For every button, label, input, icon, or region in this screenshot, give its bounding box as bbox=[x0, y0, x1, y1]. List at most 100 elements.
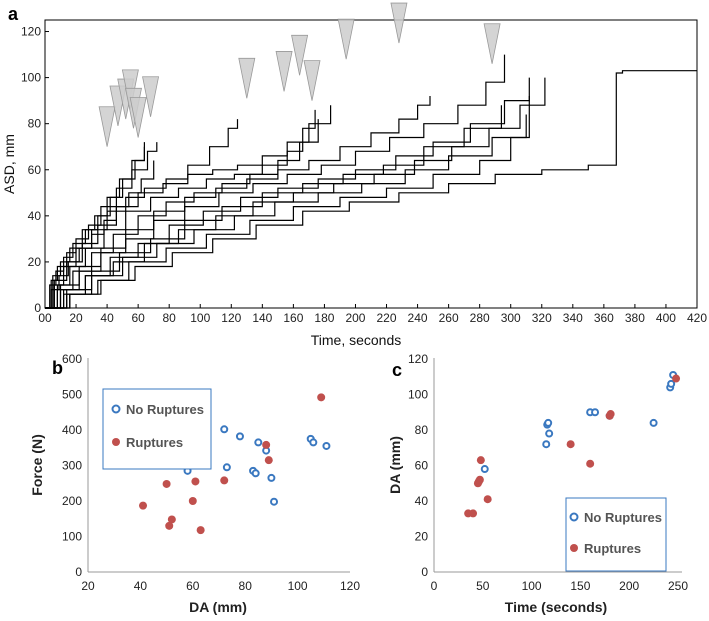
panel-a-x-tick-label: 60 bbox=[131, 311, 145, 325]
panel-a-x-tick-label: 20 bbox=[69, 311, 83, 325]
panel-a-x-tick-label: 180 bbox=[314, 311, 334, 325]
panel-a-series-line bbox=[45, 109, 316, 309]
panel-c-point-rupture bbox=[469, 509, 478, 518]
panel-a-triangle-marker bbox=[291, 34, 309, 76]
panel-b-y-tick-label: 0 bbox=[75, 565, 82, 579]
panel-b-x-axis-label: DA (mm) bbox=[189, 599, 247, 615]
panel-a-x-tick-label: 120 bbox=[221, 311, 241, 325]
panel-b-y-tick-labels: 0 100 200 300 400 500 600 bbox=[62, 352, 82, 579]
panel-a-x-tick-label: 240 bbox=[408, 311, 428, 325]
panel-a-y-tick-label: 80 bbox=[28, 117, 42, 131]
panel-b-x-tick-labels: 20 40 60 80 100 120 bbox=[81, 579, 360, 593]
panel-c-x-tick-label: 200 bbox=[619, 579, 639, 593]
panel-a-x-tick-label: 200 bbox=[345, 311, 365, 325]
panel-b-y-tick-label: 100 bbox=[62, 530, 82, 544]
panel-c-y-tick-label: 80 bbox=[415, 423, 429, 437]
panel-a-y-tick-labels: 0 20 40 60 80 100 120 bbox=[21, 25, 41, 315]
panel-b-point-no-rupture bbox=[322, 441, 331, 450]
panel-a-series-line bbox=[45, 142, 145, 309]
panel-c-y-tick-label: 60 bbox=[415, 459, 429, 473]
panel-a-x-tick-label: 320 bbox=[532, 311, 552, 325]
panel-b-x-tick-label: 120 bbox=[340, 579, 360, 593]
panel-b-point-rupture bbox=[191, 477, 200, 486]
panel-a-plot-frame bbox=[44, 19, 698, 309]
panel-b-point-no-rupture bbox=[222, 463, 231, 472]
panel-b-x-tick-label: 100 bbox=[288, 579, 308, 593]
panel-b-legend-no-ruptures-marker bbox=[111, 404, 121, 414]
panel-a-triangle-marker bbox=[238, 57, 256, 99]
panel-a-series-line bbox=[45, 119, 239, 309]
panel-b-x-tick-label: 40 bbox=[134, 579, 148, 593]
panel-b-y-tick-label: 500 bbox=[62, 388, 82, 402]
panel-a-series-line bbox=[45, 119, 319, 309]
panel-c-point-rupture bbox=[476, 456, 485, 465]
panel-c-x-tick-label: 0 bbox=[431, 579, 438, 593]
panel-a-x-tick-label: 260 bbox=[439, 311, 459, 325]
panel-c-y-tick-labels: 0 20 40 60 80 100 120 bbox=[408, 352, 428, 579]
panel-c-x-tick-labels: 0 50 100 150 200 250 bbox=[431, 579, 689, 593]
panel-b-point-rupture bbox=[264, 456, 273, 465]
panel-b-point-no-rupture bbox=[270, 497, 279, 506]
panel-a-triangle-marker bbox=[98, 106, 116, 147]
panel-c-label: c bbox=[392, 360, 402, 380]
panel-c-x-axis-label: Time (seconds) bbox=[505, 599, 607, 615]
panel-c-point-rupture bbox=[606, 410, 615, 419]
panel-a-y-tick-label: 100 bbox=[21, 71, 41, 85]
panel-b-point-no-rupture bbox=[309, 438, 318, 447]
panel-b-point-rupture bbox=[220, 476, 229, 485]
panel-a-y-axis-label: ASD, mm bbox=[1, 134, 17, 194]
panel-b-x-tick-label: 80 bbox=[239, 579, 253, 593]
panel-a-x-tick-label: 360 bbox=[594, 311, 614, 325]
panel-c-y-tick-label: 120 bbox=[408, 352, 428, 366]
panel-b-point-rupture bbox=[139, 501, 148, 510]
panel-a-x-tick-label: 220 bbox=[377, 311, 397, 325]
panel-c-point-no-rupture bbox=[542, 440, 551, 449]
panel-b-point-rupture bbox=[162, 479, 171, 488]
panel-b-legend bbox=[102, 388, 212, 470]
panel-b-point-no-rupture bbox=[267, 473, 276, 482]
panel-c-legend-ruptures-label: Ruptures bbox=[584, 541, 641, 556]
panel-b-y-tick-label: 300 bbox=[62, 459, 82, 473]
panel-b-label: b bbox=[52, 358, 63, 378]
panel-a-x-tick-label: 160 bbox=[283, 311, 303, 325]
panel-b-point-rupture bbox=[167, 515, 176, 524]
panel-c-legend-ruptures-marker bbox=[570, 544, 578, 552]
panel-a-label: a bbox=[8, 4, 19, 24]
panel-a-x-tick-label: 340 bbox=[563, 311, 583, 325]
panel-c-legend bbox=[565, 497, 667, 572]
panel-a-x-tick-label: 420 bbox=[687, 311, 707, 325]
panel-c-point-no-rupture bbox=[649, 418, 658, 427]
panel-a-series bbox=[45, 54, 697, 309]
panel-b-y-axis-label: Force (N) bbox=[29, 434, 45, 495]
panel-a-y-tick-label: 40 bbox=[28, 209, 42, 223]
panel-c-x-tick-label: 250 bbox=[668, 579, 688, 593]
panel-a-x-tick-label: 400 bbox=[656, 311, 676, 325]
panel-b-y-tick-label: 200 bbox=[62, 494, 82, 508]
panel-c-point-no-rupture bbox=[544, 418, 553, 427]
panel-a-x-tick-label: 380 bbox=[625, 311, 645, 325]
panel-c-y-tick-label: 0 bbox=[421, 565, 428, 579]
panel-b-point-rupture bbox=[188, 497, 197, 505]
panel-a-series-line bbox=[45, 105, 502, 309]
panel-a-x-tick-labels: 00 20 40 60 80 100 120 140 160 180 200 220 240 260 280… bbox=[38, 311, 707, 325]
panel-b-point-no-rupture bbox=[220, 425, 229, 434]
panel-a-series-line bbox=[45, 70, 697, 309]
panel-b-point-rupture bbox=[196, 526, 205, 535]
panel-a-y-tick-label: 120 bbox=[21, 25, 41, 39]
panel-c-y-axis-label: DA (mm) bbox=[387, 436, 403, 494]
panel-a-markers bbox=[98, 2, 501, 147]
panel-a-x-axis-label: Time, seconds bbox=[311, 332, 402, 348]
panel-c-point-no-rupture bbox=[480, 465, 489, 474]
panel-a-triangle-marker bbox=[483, 23, 501, 64]
panel-b-x-tick-label: 60 bbox=[186, 579, 200, 593]
panel-b-point-no-rupture bbox=[235, 432, 244, 441]
panel-c-legend-no-ruptures-marker bbox=[569, 512, 579, 522]
panel-a-x-tick-label: 00 bbox=[38, 311, 52, 325]
panel-a-triangle-marker bbox=[129, 97, 147, 138]
panel-c-x-tick-label: 50 bbox=[476, 579, 490, 593]
panel-c-point-rupture bbox=[483, 495, 492, 504]
panel-b-point-rupture bbox=[262, 440, 271, 449]
panel-a-x-tick-label: 300 bbox=[501, 311, 521, 325]
panel-a-triangle-marker bbox=[142, 76, 160, 117]
